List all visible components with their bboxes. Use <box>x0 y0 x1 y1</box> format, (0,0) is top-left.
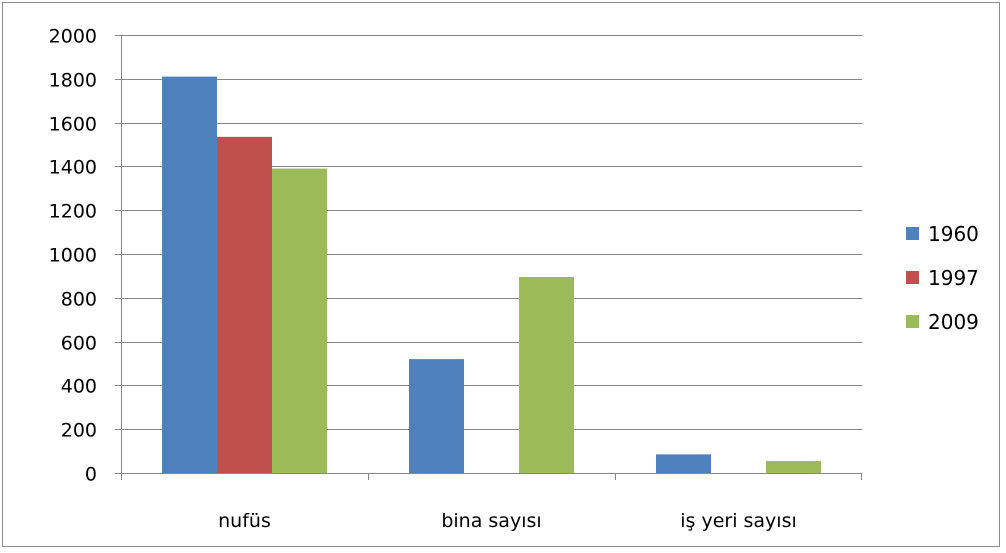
bar-1960-2 <box>656 454 711 473</box>
y-tick-label: 400 <box>61 376 97 398</box>
bar-2009-0 <box>272 168 327 473</box>
y-tick-label: 2000 <box>49 26 97 48</box>
bar-1960-1 <box>409 359 464 473</box>
legend-swatch-2009 <box>906 315 919 328</box>
legend-label: 2009 <box>928 310 979 334</box>
y-tick-label: 1600 <box>49 114 97 136</box>
axes <box>121 35 862 480</box>
bars <box>162 76 821 474</box>
x-axis-labels: nufüs bina sayısı iş yeri sayısı <box>218 510 797 532</box>
y-tick-label: 600 <box>61 333 97 355</box>
x-category-label: bina sayısı <box>441 510 541 532</box>
y-tick-label: 0 <box>85 464 97 486</box>
y-tick-label: 1400 <box>49 157 97 179</box>
y-axis-ticks: 0 200 400 600 800 1000 1200 1400 1600 1800 2000 <box>49 26 121 486</box>
bar-2009-2 <box>766 460 821 473</box>
bar-1997-0 <box>217 136 272 473</box>
y-tick-label: 1000 <box>49 245 97 267</box>
legend-label: 1960 <box>928 222 979 246</box>
x-category-label: iş yeri sayısı <box>680 510 797 532</box>
y-tick-label: 1800 <box>49 70 97 92</box>
y-tick-label: 800 <box>61 289 97 311</box>
bar-2009-1 <box>519 276 574 473</box>
y-tick-label: 200 <box>61 420 97 442</box>
x-category-label: nufüs <box>218 510 271 532</box>
legend-swatch-1997 <box>906 271 919 284</box>
legend-swatch-1960 <box>906 227 919 240</box>
bar-1960-0 <box>162 76 217 474</box>
legend: 1960 1997 2009 <box>906 222 979 334</box>
legend-label: 1997 <box>928 266 979 290</box>
y-tick-label: 1200 <box>49 201 97 223</box>
